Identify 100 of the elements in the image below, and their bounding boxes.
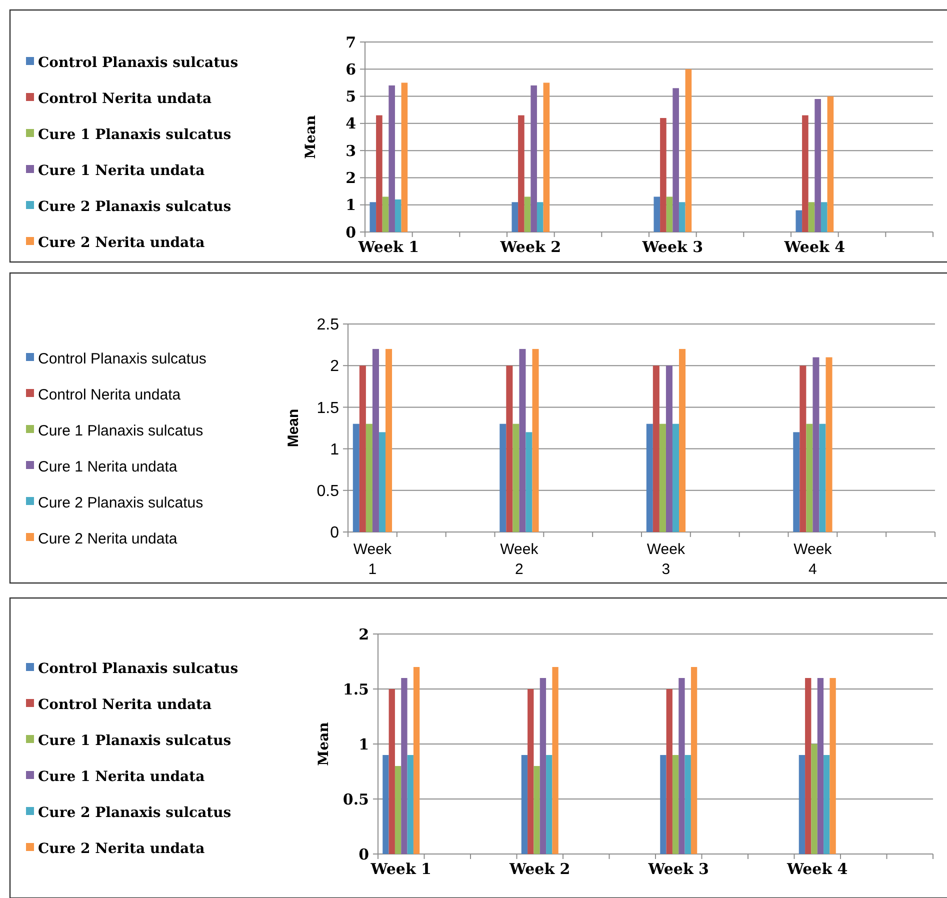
legend-label: Cure 1 Nerita undata <box>38 458 178 476</box>
bar <box>519 348 526 532</box>
bar <box>518 115 524 232</box>
bar <box>654 196 660 232</box>
bar <box>532 348 539 532</box>
y-tick-label: 1 <box>346 196 356 214</box>
y-tick-label: 0 <box>346 223 356 242</box>
bar <box>805 678 812 854</box>
bar <box>521 755 528 854</box>
bar <box>506 366 513 532</box>
bar <box>352 424 360 532</box>
bar <box>370 202 376 232</box>
bar <box>672 424 680 532</box>
y-tick-label: 2.5 <box>316 316 340 334</box>
y-tick-label: 1.5 <box>342 680 369 698</box>
bar <box>812 357 820 532</box>
bar <box>796 210 802 232</box>
bar <box>401 678 408 854</box>
bar <box>685 69 692 232</box>
bar <box>534 766 540 854</box>
bar <box>684 755 691 854</box>
bar <box>359 366 366 532</box>
bar <box>401 82 408 232</box>
legend-label: Cure 1 Planaxis sulcatus <box>38 126 232 143</box>
bar <box>376 115 382 232</box>
bar <box>811 744 818 854</box>
bar <box>372 348 379 532</box>
bar <box>382 755 389 854</box>
bar <box>382 196 389 232</box>
bar <box>830 678 836 854</box>
legend-label: Cure 2 Nerita undata <box>38 234 205 251</box>
bar <box>366 424 372 532</box>
bar <box>540 678 546 854</box>
bar <box>824 755 830 854</box>
bar <box>666 689 672 854</box>
y-axis-title: Mean <box>303 115 319 159</box>
bar <box>394 766 402 854</box>
bar <box>388 689 395 854</box>
legend-label: Cure 1 Planaxis sulcatus <box>38 732 232 749</box>
legend-label: Control Nerita undata <box>38 90 212 107</box>
bar <box>388 85 395 232</box>
bar <box>526 432 532 532</box>
bar <box>802 115 808 232</box>
legend-label: Cure 1 Planaxis sulcatus <box>38 422 204 440</box>
y-tick-label: 0 <box>358 845 369 864</box>
bar <box>413 667 420 854</box>
y-tick-label: 0 <box>330 524 340 542</box>
bar <box>524 196 531 232</box>
y-tick-label: 7 <box>346 33 356 52</box>
bar <box>672 88 679 232</box>
bar <box>678 678 685 854</box>
x-tick-label: Week 4 <box>786 860 848 878</box>
bar <box>543 82 550 232</box>
bar <box>546 755 552 854</box>
bar <box>666 366 672 532</box>
bar <box>814 99 821 232</box>
bar <box>512 202 518 232</box>
legend-label: Cure 2 Planaxis sulcatus <box>38 198 232 215</box>
x-tick-label: Week 1 <box>353 541 392 578</box>
y-tick-label: 1 <box>358 735 369 754</box>
bar <box>826 357 832 532</box>
x-tick-label: Week 2 <box>508 860 570 878</box>
bar <box>660 118 666 232</box>
x-tick-label: Week 1 <box>357 238 420 256</box>
bar <box>512 424 520 532</box>
y-tick-label: 6 <box>346 60 356 78</box>
legend-label: Control Nerita undata <box>38 386 182 404</box>
y-tick-label: 2 <box>330 358 340 376</box>
y-tick-label: 2 <box>346 168 356 187</box>
bar <box>817 678 824 854</box>
x-tick-label: Week 3 <box>647 860 710 878</box>
bar <box>820 202 828 232</box>
bar <box>646 424 653 532</box>
bar <box>678 202 686 232</box>
x-tick-label: Week 1 <box>370 860 432 878</box>
bar <box>672 755 679 854</box>
x-tick-label: Week 3 <box>646 541 686 578</box>
bar <box>666 196 673 232</box>
y-tick-label: 2 <box>358 625 369 644</box>
bar <box>806 424 813 532</box>
bar <box>690 667 698 854</box>
legend-label: Cure 2 Nerita undata <box>38 840 205 857</box>
legend-label: Cure 2 Planaxis sulcatus <box>38 804 232 821</box>
y-tick-label: 3 <box>346 142 356 160</box>
y-tick-label: 1.5 <box>316 400 340 417</box>
bar <box>679 348 686 532</box>
y-axis-title: Mean <box>285 408 302 448</box>
bar <box>536 202 544 232</box>
legend-label: Control Nerita undata <box>38 696 212 713</box>
x-tick-label: Week 2 <box>500 541 539 578</box>
bar <box>659 424 666 532</box>
bar <box>552 667 558 854</box>
bar <box>528 689 534 854</box>
bar <box>819 424 826 532</box>
y-tick-label: 5 <box>346 88 356 106</box>
bar <box>378 432 386 532</box>
legend-label: Cure 2 Nerita undata <box>38 530 178 548</box>
bar <box>798 755 806 854</box>
bar <box>407 755 414 854</box>
bar <box>500 424 506 532</box>
